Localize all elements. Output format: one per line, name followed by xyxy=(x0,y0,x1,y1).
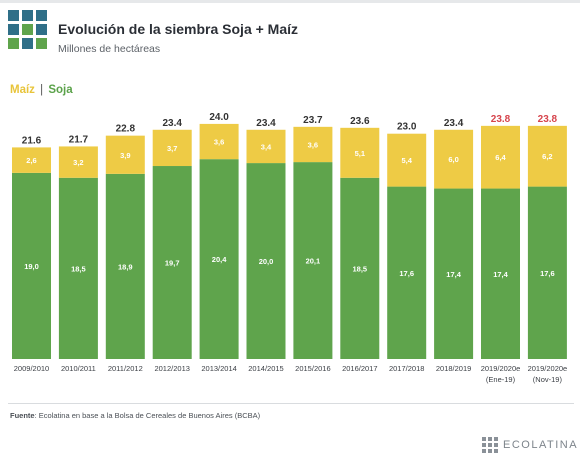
x-tick-label: 2018/2019 xyxy=(436,364,471,373)
ecolatina-logo-icon xyxy=(8,10,47,49)
soja-value-label: 19,7 xyxy=(165,259,180,268)
maiz-bar xyxy=(387,133,427,187)
top-border xyxy=(0,0,580,3)
soja-bar xyxy=(340,177,380,359)
x-tick-label: 2019/2020e xyxy=(481,364,521,373)
maiz-bar xyxy=(58,146,98,178)
soja-value-label: 18,5 xyxy=(71,264,86,273)
soja-bar xyxy=(293,162,333,359)
maiz-bar xyxy=(434,129,474,189)
soja-bar xyxy=(12,172,51,359)
maiz-bar xyxy=(246,129,286,164)
total-value-label: 23.4 xyxy=(162,118,182,129)
brand-logo-icon xyxy=(482,437,498,453)
x-tick-label: 2010/2011 xyxy=(61,364,96,373)
maiz-bar xyxy=(527,125,567,187)
x-tick-label: 2009/2010 xyxy=(14,364,49,373)
soja-bar xyxy=(481,188,520,359)
soja-value-label: 20,4 xyxy=(212,255,227,264)
total-value-label: 23.4 xyxy=(256,118,276,129)
chart-legend: Maíz | Soja xyxy=(10,84,73,96)
maiz-bar xyxy=(340,127,380,178)
soja-bar xyxy=(105,173,145,359)
soja-value-label: 18,5 xyxy=(352,264,367,273)
x-tick-note: (Nov-19) xyxy=(533,375,563,384)
maiz-value-label: 3,6 xyxy=(214,138,224,147)
total-value-label: 23.6 xyxy=(350,116,370,127)
x-tick-label: 2019/2020e xyxy=(528,364,568,373)
soja-value-label: 20,0 xyxy=(259,257,274,266)
total-value-label: 21.6 xyxy=(22,135,42,146)
total-value-label: 21.7 xyxy=(69,134,89,145)
maiz-value-label: 6,0 xyxy=(448,155,458,164)
maiz-value-label: 6,4 xyxy=(495,153,506,162)
source-note: Fuente: Ecolatina en base a la Bolsa de … xyxy=(10,411,260,420)
brand-name: ECOLATINA xyxy=(503,439,579,451)
x-tick-note: (Ene-19) xyxy=(486,375,516,384)
total-value-label: 22.8 xyxy=(116,124,136,135)
maiz-bar xyxy=(12,147,51,173)
soja-bar xyxy=(387,186,427,359)
chart-title: Evolución de la siembra Soja + Maíz xyxy=(58,21,299,37)
soja-bar xyxy=(58,177,98,359)
total-value-label: 23.8 xyxy=(491,114,511,125)
stacked-bar-chart: 19,0 2,6 21.6 2009/2010 18,5 3,2 21.7 2010/2011… xyxy=(12,112,568,384)
soja-value-label: 17,4 xyxy=(493,270,508,279)
x-tick-label: 2014/2015 xyxy=(248,364,283,373)
total-value-label: 23.0 xyxy=(397,122,417,133)
source-label: Fuente xyxy=(10,411,35,420)
soja-value-label: 18,9 xyxy=(118,262,133,271)
soja-value-label: 19,0 xyxy=(24,262,39,271)
maiz-bar xyxy=(105,135,145,174)
soja-bar xyxy=(246,163,286,359)
maiz-value-label: 3,4 xyxy=(261,142,272,151)
legend-separator: | xyxy=(40,84,44,96)
soja-value-label: 17,6 xyxy=(540,269,555,278)
x-tick-label: 2011/2012 xyxy=(108,364,143,373)
maiz-value-label: 5,4 xyxy=(401,156,412,165)
soja-value-label: 20,1 xyxy=(306,257,321,266)
soja-value-label: 17,4 xyxy=(446,270,461,279)
maiz-bar xyxy=(293,126,333,163)
soja-value-label: 17,6 xyxy=(399,269,414,278)
total-value-label: 23.4 xyxy=(444,118,464,129)
soja-bar xyxy=(527,186,567,359)
maiz-value-label: 2,6 xyxy=(26,156,36,165)
total-value-label: 24.0 xyxy=(209,112,229,123)
x-tick-label: 2015/2016 xyxy=(295,364,330,373)
chart-subtitle: Millones de hectáreas xyxy=(58,43,161,55)
soja-bar xyxy=(199,159,239,359)
maiz-bar xyxy=(152,129,192,167)
soja-bar xyxy=(434,188,474,359)
legend-soja: Soja xyxy=(48,84,73,96)
x-tick-label: 2017/2018 xyxy=(389,364,424,373)
legend-maiz: Maíz xyxy=(10,84,35,96)
maiz-value-label: 3,2 xyxy=(73,158,83,167)
source-text: : Ecolatina en base a la Bolsa de Cereal… xyxy=(34,411,261,420)
x-tick-label: 2012/2013 xyxy=(154,364,189,373)
soja-bar xyxy=(152,166,192,359)
maiz-bar xyxy=(481,125,520,189)
brand-footer: ECOLATINA xyxy=(482,437,578,453)
maiz-value-label: 5,1 xyxy=(355,149,365,158)
maiz-value-label: 3,7 xyxy=(167,144,177,153)
x-tick-label: 2016/2017 xyxy=(342,364,377,373)
footer-divider xyxy=(8,403,574,404)
maiz-value-label: 6,2 xyxy=(542,152,552,161)
maiz-bar xyxy=(199,123,239,160)
total-value-label: 23.8 xyxy=(538,114,558,125)
total-value-label: 23.7 xyxy=(303,115,323,126)
maiz-value-label: 3,9 xyxy=(120,151,130,160)
x-tick-label: 2013/2014 xyxy=(201,364,236,373)
maiz-value-label: 3,6 xyxy=(308,140,318,149)
